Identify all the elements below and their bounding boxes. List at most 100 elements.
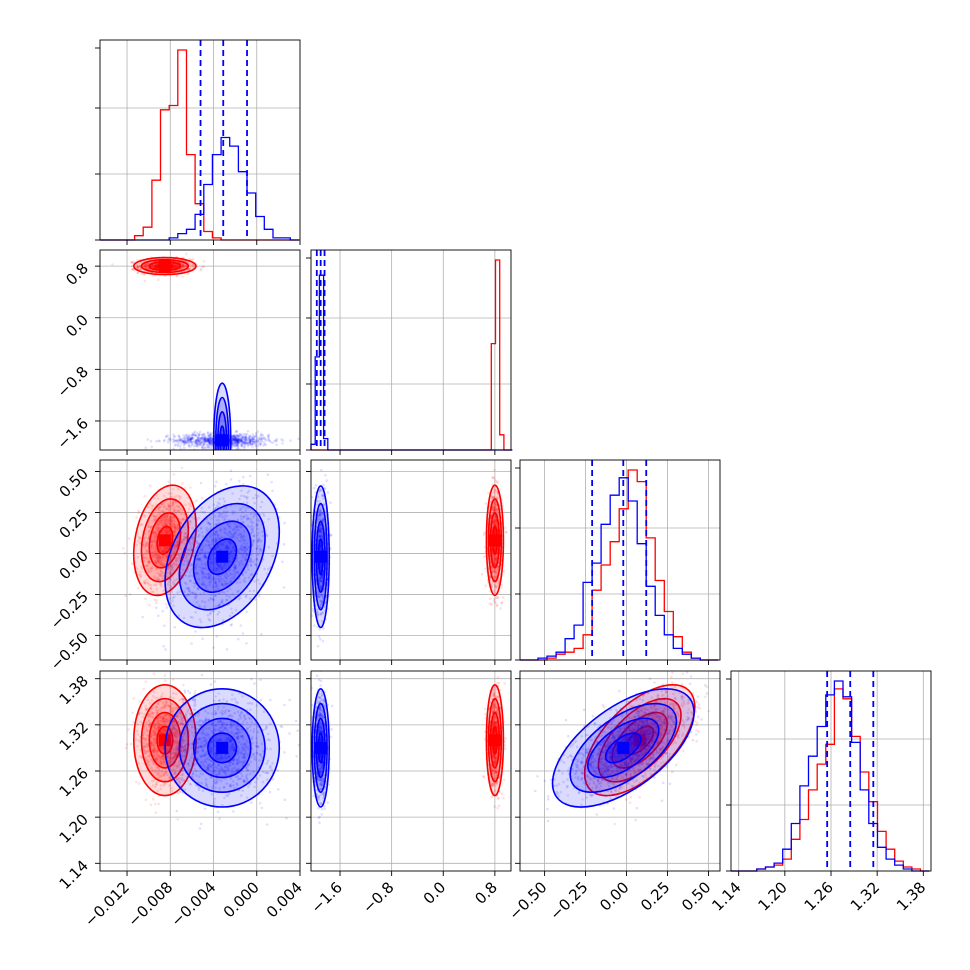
scatter-point [254, 562, 257, 566]
scatter-point [164, 518, 168, 522]
scatter-point [246, 517, 249, 521]
scatter-point [173, 264, 176, 268]
scatter-point [216, 563, 220, 567]
scatter-point [236, 440, 240, 443]
scatter-point [224, 583, 228, 586]
scatter-point [241, 433, 244, 436]
scatter-point [493, 501, 496, 504]
scatter-point [216, 545, 220, 549]
scatter-point [181, 440, 184, 444]
scatter-point [191, 591, 195, 595]
scatter-point [243, 538, 246, 542]
scatter-point [245, 438, 248, 442]
scatter-point [204, 435, 208, 438]
scatter-point [245, 441, 249, 445]
scatter-point [240, 548, 244, 552]
scatter-point [162, 556, 165, 559]
scatter-point [159, 548, 162, 552]
scatter-point [159, 546, 162, 550]
scatter-point [151, 564, 154, 567]
scatter-point [197, 587, 200, 591]
scatter-point [257, 494, 260, 498]
scatter-point [158, 561, 162, 565]
scatter-point [493, 509, 496, 513]
scatter-point [226, 589, 229, 593]
scatter-point [181, 508, 184, 512]
scatter-point [232, 437, 235, 441]
scatter-point [130, 260, 133, 264]
scatter-point [258, 582, 262, 585]
scatter-point [495, 585, 498, 589]
scatter-point [253, 435, 257, 439]
scatter-point [155, 532, 158, 536]
scatter-point [169, 555, 173, 558]
scatter-point [264, 443, 268, 446]
scatter-point [199, 268, 203, 272]
scatter-point [248, 440, 251, 444]
scatter-point [198, 443, 202, 447]
scatter-point [160, 503, 164, 507]
scatter-point [490, 602, 494, 606]
scatter-point [198, 442, 202, 446]
scatter-point [150, 551, 153, 555]
scatter-point [493, 501, 497, 504]
scatter-point [253, 512, 256, 516]
scatter-point [210, 561, 213, 565]
scatter-point [210, 597, 213, 601]
scatter-point [234, 441, 237, 445]
scatter-point [243, 442, 247, 446]
scatter-point [203, 442, 206, 446]
scatter-point [211, 553, 214, 557]
scatter-point [254, 445, 258, 449]
scatter-point [243, 441, 247, 445]
scatter-point [181, 438, 184, 442]
scatter-point [228, 521, 232, 525]
scatter-point [318, 535, 322, 539]
scatter-point [152, 265, 155, 269]
scatter-point [130, 264, 134, 268]
scatter-point [145, 549, 149, 552]
scatter-point [236, 437, 239, 441]
scatter-point [222, 564, 226, 567]
scatter-point [208, 436, 211, 439]
scatter-point [159, 520, 162, 524]
scatter-point [223, 574, 227, 577]
scatter-point [137, 536, 141, 539]
scatter-point [239, 533, 243, 536]
scatter-point [494, 556, 498, 560]
scatter-point [493, 506, 496, 510]
scatter-point [215, 538, 218, 542]
scatter-point [207, 522, 211, 525]
scatter-point [233, 523, 237, 526]
scatter-point [240, 439, 243, 443]
scatter-point [157, 526, 160, 529]
scatter-point [246, 438, 250, 441]
scatter-point [271, 441, 275, 445]
scatter-point [177, 505, 180, 509]
scatter-point [145, 578, 148, 582]
scatter-point [193, 433, 196, 437]
scatter-point [176, 440, 180, 443]
scatter-point [143, 544, 147, 548]
scatter-point [203, 446, 207, 450]
scatter-point [224, 527, 227, 531]
scatter-point [170, 518, 174, 522]
scatter-point [175, 264, 178, 268]
scatter-point [215, 530, 219, 533]
scatter-point [243, 549, 247, 552]
scatter-point [208, 446, 212, 450]
scatter-point [248, 440, 251, 444]
scatter-point [239, 507, 242, 510]
scatter-point [194, 630, 197, 633]
scatter-point [190, 264, 194, 268]
scatter-point [158, 526, 162, 530]
scatter-point [199, 481, 203, 485]
scatter-point [175, 541, 179, 544]
scatter-point [224, 511, 228, 514]
scatter-point [206, 614, 210, 617]
scatter-point [175, 509, 178, 512]
scatter-point [200, 526, 203, 530]
scatter-point [492, 557, 496, 560]
scatter-point [218, 497, 221, 501]
